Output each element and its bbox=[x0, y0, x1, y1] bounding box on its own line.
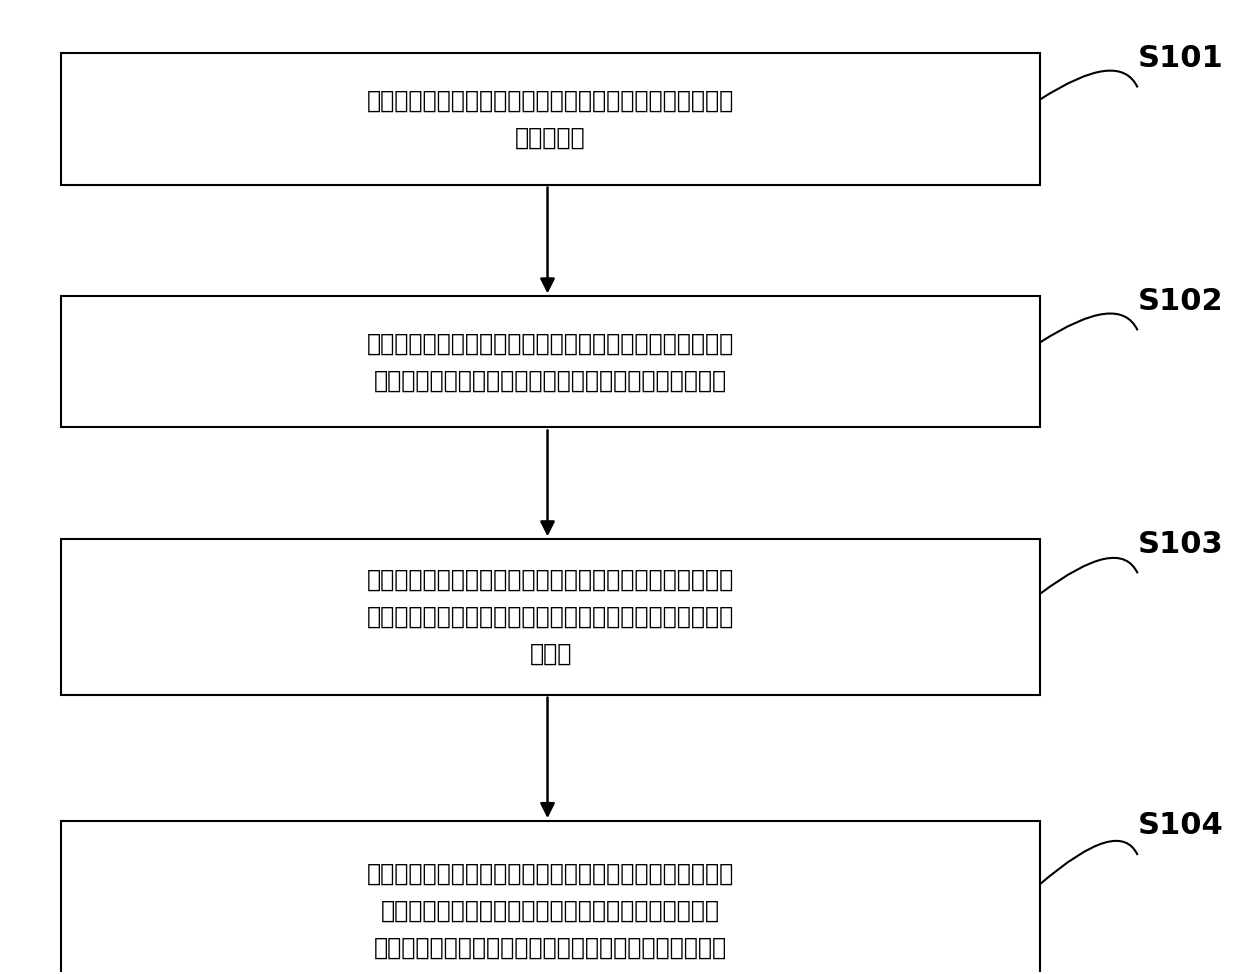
Text: S104: S104 bbox=[1137, 811, 1224, 841]
Text: 获取车辆的油门踏板信号、制动踏板信号、发动机当前转速
和坡道信号: 获取车辆的油门踏板信号、制动踏板信号、发动机当前转速 和坡道信号 bbox=[367, 89, 734, 150]
Text: S101: S101 bbox=[1137, 44, 1224, 73]
Bar bbox=[61, 821, 1040, 974]
Bar bbox=[61, 296, 1040, 428]
Text: 根据离合器当前轴速和离合器目标轴速确定车辆的目标轴速
处理模式，并获取车辆的目标轴速处理模式对应的发动机目
标转速: 根据离合器当前轴速和离合器目标轴速确定车辆的目标轴速 处理模式，并获取车辆的目标… bbox=[367, 568, 734, 666]
Bar bbox=[61, 540, 1040, 694]
Text: S102: S102 bbox=[1137, 286, 1223, 316]
Bar bbox=[61, 54, 1040, 185]
Text: 根据油门踏板信号、制动踏板信号、发动机当前转速和坡道
信号确定离合器目标轴速，并进一步获取离合器当前轴速: 根据油门踏板信号、制动踏板信号、发动机当前转速和坡道 信号确定离合器目标轴速，并… bbox=[367, 331, 734, 393]
Text: S103: S103 bbox=[1137, 530, 1223, 558]
Text: 根据离合器当前轴速、离合器目标轴速、油门踏板信号、发
动机当前转速和发动机目标转速计算离合器传递扭矩的
增量，并根据离合器传递扭矩的增量确定离合器接合位置: 根据离合器当前轴速、离合器目标轴速、油门踏板信号、发 动机当前转速和发动机目标转… bbox=[367, 862, 734, 960]
